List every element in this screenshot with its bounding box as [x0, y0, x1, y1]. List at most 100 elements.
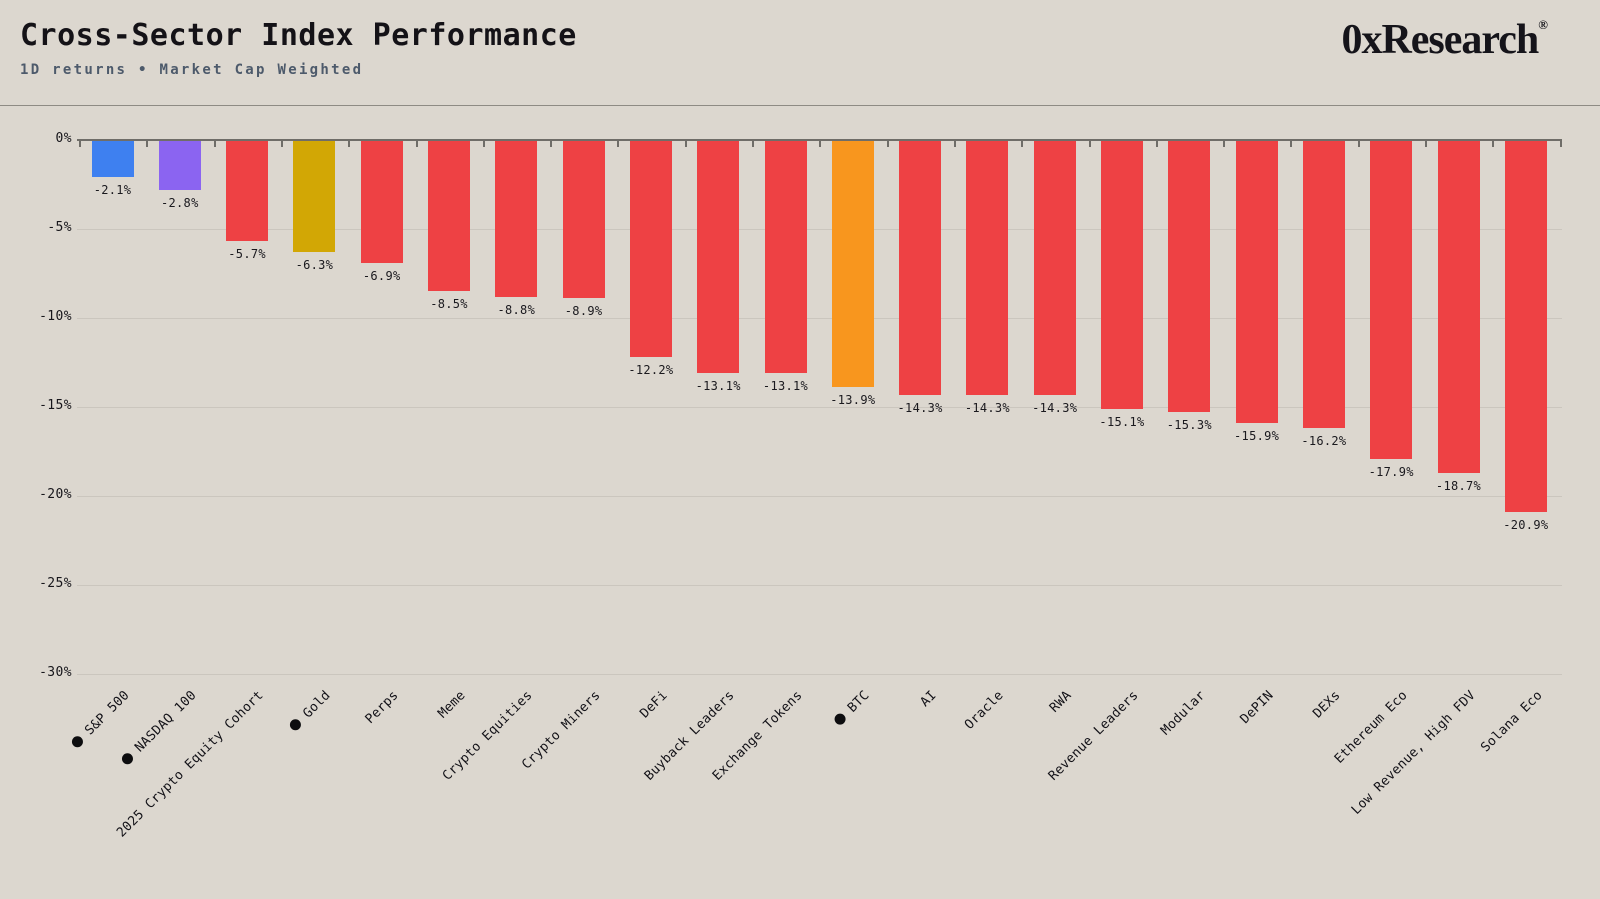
- gridline--30: [77, 674, 1562, 675]
- y-axis-tick-label: -30%: [39, 665, 72, 680]
- axis-tick: [1155, 141, 1158, 147]
- bar-crypto-equities: [495, 141, 538, 297]
- axis-tick: [752, 141, 754, 147]
- bar-value-label-crypto-equities: -8.8%: [497, 303, 536, 317]
- gridline--25: [77, 585, 1562, 586]
- chart-subtitle: 1D returns • Market Cap Weighted: [20, 62, 364, 78]
- gridline--5: [77, 229, 1562, 230]
- axis-tick: [280, 141, 283, 147]
- bar-value-label-ethereum-eco: -17.9%: [1368, 465, 1414, 479]
- x-axis-label-text: Low Revenue, High FDV: [1348, 688, 1479, 818]
- x-axis-label-text: S&P 500: [81, 688, 133, 739]
- benchmark-dot-icon: [69, 734, 85, 750]
- bar-value-label-btc: -13.9%: [830, 393, 876, 407]
- bar-nasdaq-100: [158, 141, 201, 190]
- axis-tick: [1290, 141, 1293, 147]
- x-axis-label-text: NASDAQ 100: [132, 688, 200, 756]
- axis-tick: [819, 141, 822, 147]
- bar-2025-crypto-equity-cohort: [226, 141, 269, 241]
- x-axis-label-text: Oracle: [962, 688, 1007, 733]
- bar-gold: [293, 141, 336, 252]
- axis-tick: [953, 141, 956, 147]
- axis-tick: [1559, 141, 1562, 147]
- bar-perps: [360, 141, 403, 263]
- x-axis-label-text: Perps: [362, 688, 402, 727]
- x-axis-label-text: Solana Eco: [1478, 688, 1546, 756]
- x-axis-label-text: RWA: [1046, 688, 1075, 716]
- bar-value-label-solana-eco: -20.9%: [1503, 518, 1549, 532]
- bar-revenue-leaders: [1101, 141, 1143, 409]
- axis-tick: [482, 141, 485, 147]
- bar-modular: [1168, 141, 1211, 412]
- x-axis-label-text: DEXs: [1310, 688, 1344, 722]
- x-axis-label-text: Meme: [435, 688, 469, 722]
- bar-value-label-meme: -8.5%: [430, 297, 468, 311]
- y-axis-tick-label: -10%: [39, 309, 72, 324]
- axis-tick: [146, 141, 149, 147]
- bar-low-revenue-high-fdv: [1437, 141, 1480, 473]
- axis-tick: [1425, 141, 1427, 147]
- brand-logo: 0xResearch®: [1341, 16, 1548, 64]
- x-axis-label-text: BTC: [844, 688, 873, 716]
- x-axis-line: [77, 139, 1562, 141]
- x-axis-label-text: Modular: [1158, 688, 1209, 739]
- bar-ethereum-eco: [1370, 141, 1413, 459]
- benchmark-dot-icon: [287, 717, 304, 733]
- axis-tick: [550, 141, 553, 147]
- axis-tick: [348, 141, 351, 147]
- axis-tick: [1021, 141, 1024, 147]
- y-axis-tick-label: -5%: [47, 220, 72, 235]
- axis-tick: [1492, 141, 1495, 147]
- x-axis-label-text: AI: [917, 688, 940, 710]
- bar-meme: [428, 141, 470, 291]
- bar-value-label-rwa: -14.3%: [1032, 401, 1078, 415]
- x-axis-label-text: 2025 Crypto Equity Cohort: [114, 688, 267, 841]
- bar-buyback-leaders: [697, 141, 740, 373]
- bar-depin: [1235, 141, 1278, 423]
- axis-tick: [617, 141, 620, 147]
- bar-value-label-2025-crypto-equity-cohort: -5.7%: [228, 247, 266, 261]
- axis-tick: [886, 141, 889, 147]
- bar-value-label-ai: -14.3%: [897, 401, 943, 415]
- bar-crypto-miners: [562, 141, 605, 298]
- bar-s-p-500: [91, 141, 134, 177]
- bar-value-label-low-revenue-high-fdv: -18.7%: [1435, 479, 1482, 493]
- axis-tick: [1223, 141, 1226, 147]
- bar-value-label-dexs: -16.2%: [1301, 434, 1347, 448]
- axis-tick: [1357, 141, 1360, 147]
- bar-value-label-exchange-tokens: -13.1%: [762, 379, 809, 393]
- axis-tick: [415, 141, 418, 147]
- bar-value-label-defi: -12.2%: [628, 363, 674, 377]
- bar-exchange-tokens: [764, 141, 807, 373]
- y-axis-tick-label: 0%: [55, 131, 72, 146]
- bar-value-label-depin: -15.9%: [1234, 429, 1280, 443]
- gridline--20: [77, 496, 1562, 497]
- axis-tick: [79, 141, 81, 147]
- bar-btc: [831, 141, 874, 387]
- bar-oracle: [966, 141, 1009, 395]
- gridline--10: [77, 318, 1562, 319]
- bar-value-label-perps: -6.9%: [362, 269, 401, 283]
- bar-value-label-crypto-miners: -8.9%: [564, 304, 603, 318]
- bar-rwa: [1033, 141, 1076, 395]
- bar-value-label-oracle: -14.3%: [964, 401, 1010, 415]
- bar-value-label-gold: -6.3%: [295, 258, 334, 272]
- x-axis-label-text: Gold: [300, 688, 335, 722]
- bar-defi: [629, 141, 672, 357]
- x-axis-label-text: DeFi: [637, 688, 671, 722]
- bar-solana-eco: [1504, 141, 1547, 512]
- gridline--15: [77, 407, 1562, 408]
- y-axis-tick-label: -15%: [39, 398, 72, 413]
- header-divider: [0, 105, 1600, 106]
- y-axis-tick-label: -25%: [39, 576, 72, 591]
- benchmark-dot-icon: [119, 751, 135, 767]
- axis-tick: [684, 141, 687, 147]
- chart-title: Cross-Sector Index Performance: [20, 18, 577, 53]
- bar-dexs: [1302, 141, 1345, 428]
- bar-value-label-nasdaq-100: -2.8%: [160, 196, 199, 210]
- axis-tick: [213, 141, 216, 147]
- brand-logo-text: 0xResearch: [1341, 17, 1539, 63]
- y-axis-tick-label: -20%: [39, 487, 72, 502]
- benchmark-dot-icon: [832, 711, 848, 727]
